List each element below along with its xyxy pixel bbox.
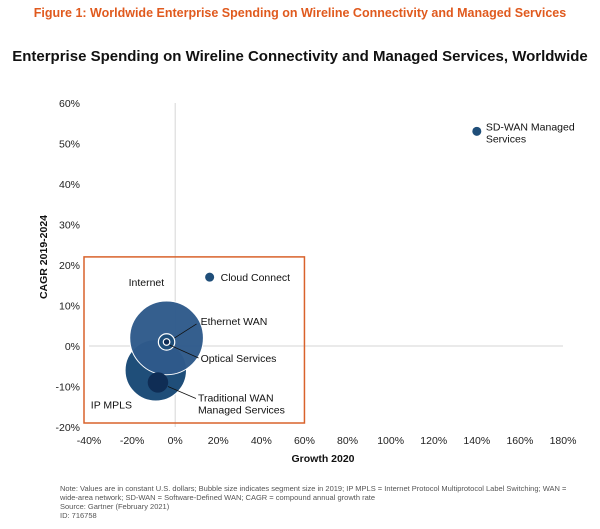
label-ethernet-wan: Ethernet WAN <box>201 316 268 328</box>
x-tick-label: 100% <box>377 435 404 447</box>
label-optical-services: Optical Services <box>201 353 277 365</box>
bubble-traditional-wan <box>147 372 169 393</box>
y-tick-label: -20% <box>55 422 80 434</box>
label-traditional-wan: Traditional WAN Managed Services <box>198 392 285 416</box>
label-internet: Internet <box>129 277 165 289</box>
axis-layer: -40% -20% 0% 20% 40% 60% 80% 100% 120% 140% 160% 18… <box>38 98 576 465</box>
y-tick-label: -10% <box>55 382 80 394</box>
y-axis-title: CAGR 2019-2024 <box>38 215 50 299</box>
highlight-box-layer <box>83 256 306 424</box>
highlight-box <box>83 256 306 424</box>
x-axis-title: Growth 2020 <box>291 453 354 465</box>
figure-label: Figure 1: Worldwide Enterprise Spending … <box>33 6 567 20</box>
y-tick-label: 50% <box>59 139 80 151</box>
label-cloud-connect: Cloud Connect <box>221 272 291 284</box>
label-sd-wan: SD-WAN Managed Services <box>486 121 575 145</box>
y-tick-label: 30% <box>59 220 80 232</box>
x-tick-label: -20% <box>120 435 145 447</box>
x-tick-label: 140% <box>463 435 490 447</box>
x-tick-label: 0% <box>168 435 183 447</box>
label-ip-mpls: IP MPLS <box>91 399 132 411</box>
bubble-optical-services <box>162 338 171 346</box>
x-tick-label: 40% <box>251 435 272 447</box>
note-line-2: wide-area network; SD-WAN = Software-Def… <box>60 493 375 502</box>
y-tick-label: 10% <box>59 301 80 313</box>
bubble-layer <box>124 126 482 402</box>
x-tick-label: 120% <box>420 435 447 447</box>
point-sd-wan <box>472 126 482 136</box>
leader-traditional-wan <box>167 386 197 399</box>
y-tick-label: 0% <box>65 341 80 353</box>
y-tick-label: 60% <box>59 98 80 110</box>
id-line: ID: 716758 <box>60 511 97 520</box>
x-tick-label: 60% <box>294 435 315 447</box>
x-tick-label: 180% <box>550 435 577 447</box>
y-tick-label: 40% <box>59 179 80 191</box>
leader-ethernet-wan <box>174 323 197 339</box>
x-tick-label: 160% <box>506 435 533 447</box>
chart-title: Enterprise Spending on Wireline Connecti… <box>12 48 588 65</box>
label-layer: SD-WAN Managed Services Cloud Connect Inter… <box>91 121 575 416</box>
x-tick-label: 80% <box>337 435 358 447</box>
source-line: Source: Gartner (February 2021) <box>60 502 170 511</box>
chart-notes: Note: Values are in constant U.S. dollar… <box>60 484 590 520</box>
x-tick-label: -40% <box>77 435 102 447</box>
y-tick-label: 20% <box>59 260 80 272</box>
point-cloud-connect <box>205 272 215 282</box>
note-line-1: Note: Values are in constant U.S. dollar… <box>60 484 567 493</box>
x-tick-label: 20% <box>208 435 229 447</box>
leader-optical-services <box>169 344 199 359</box>
bubble-chart: SD-WAN Managed Services Cloud Connect Inter… <box>38 98 576 465</box>
